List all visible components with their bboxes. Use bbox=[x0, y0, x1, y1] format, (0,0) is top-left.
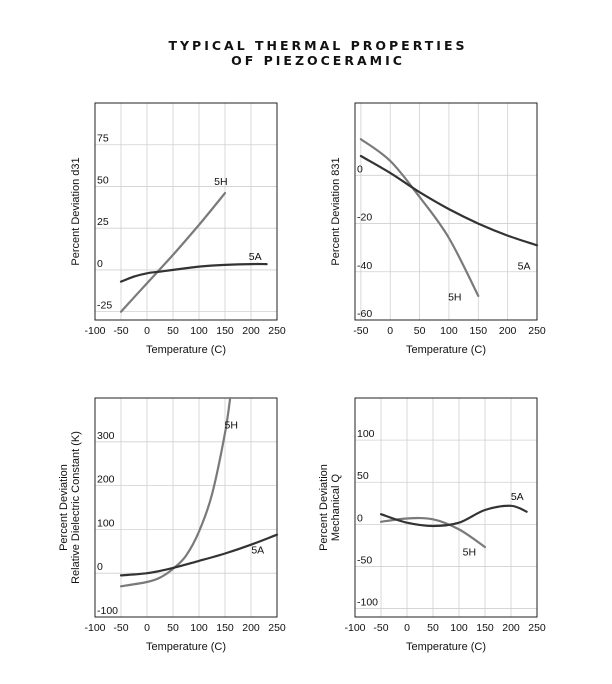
series-label-5H: 5H bbox=[448, 292, 461, 304]
series-line-5A bbox=[119, 533, 279, 577]
x-tick-label: 250 bbox=[268, 325, 286, 337]
x-tick-label: 100 bbox=[440, 325, 458, 337]
chart-4: -100 -50 0 50 100 -100 -50 0 50 100 150 200 250 Tempe… bbox=[318, 397, 546, 653]
y-tick-label: -50 bbox=[357, 554, 372, 566]
plot-frame bbox=[354, 397, 538, 618]
series-line-5A bbox=[379, 504, 528, 528]
x-axis-label: Temperature (C) bbox=[146, 344, 226, 356]
series-line-5H bbox=[119, 192, 227, 313]
x-tick-label: 0 bbox=[144, 325, 150, 337]
y-tick-label: 25 bbox=[97, 216, 109, 228]
y-axis-label: Percent Deviation bbox=[318, 464, 330, 551]
title-line-2: OF PIEZOCERAMIC bbox=[231, 53, 405, 68]
x-tick-label: -100 bbox=[84, 325, 105, 337]
y-tick-label: 50 bbox=[97, 174, 109, 186]
x-tick-label: 150 bbox=[470, 325, 488, 337]
y-tick-label: 100 bbox=[357, 428, 375, 440]
x-tick-label: 200 bbox=[499, 325, 517, 337]
y-axis-label: Mechanical Q bbox=[330, 473, 342, 541]
series-label-5A: 5A bbox=[251, 544, 264, 556]
series-label-5A: 5A bbox=[518, 260, 531, 272]
x-tick-label: -50 bbox=[353, 325, 368, 337]
x-tick-label: 250 bbox=[268, 622, 286, 634]
x-axis-label: Temperature (C) bbox=[146, 641, 226, 653]
series-label-5H: 5H bbox=[463, 547, 476, 559]
y-tick-label: -60 bbox=[357, 308, 372, 320]
series-line-5H bbox=[119, 396, 232, 588]
x-tick-label: -50 bbox=[113, 622, 128, 634]
x-tick-label: -50 bbox=[113, 325, 128, 337]
plot-frame bbox=[354, 102, 538, 321]
y-tick-label: 50 bbox=[357, 470, 369, 482]
x-tick-label: 100 bbox=[190, 622, 208, 634]
y-tick-label: 100 bbox=[97, 517, 115, 529]
y-tick-label: -100 bbox=[357, 597, 378, 609]
x-tick-label: 150 bbox=[476, 622, 494, 634]
y-tick-label: 0 bbox=[97, 561, 103, 573]
y-tick-label: -20 bbox=[357, 212, 372, 224]
x-tick-label: 250 bbox=[528, 325, 546, 337]
y-axis-label: Relative Dielectric Constant (K) bbox=[70, 431, 82, 584]
x-tick-label: -100 bbox=[344, 622, 365, 634]
x-tick-label: 100 bbox=[450, 622, 468, 634]
chart-1: -25 0 25 50 75 -100 -50 0 50 100 150 200 250 Temperat… bbox=[70, 102, 286, 356]
title-line-1: TYPICAL THERMAL PROPERTIES bbox=[168, 38, 468, 53]
x-tick-label: 50 bbox=[427, 622, 439, 634]
x-tick-label: 150 bbox=[216, 622, 234, 634]
y-tick-label: -25 bbox=[97, 300, 112, 312]
y-tick-label: -100 bbox=[97, 605, 118, 617]
x-tick-label: 50 bbox=[414, 325, 426, 337]
x-axis-label: Temperature (C) bbox=[406, 641, 486, 653]
x-tick-label: 50 bbox=[167, 325, 179, 337]
plot-frame bbox=[94, 102, 278, 321]
x-tick-label: 200 bbox=[242, 325, 260, 337]
x-tick-label: 100 bbox=[190, 325, 208, 337]
chart-3: -100 0 100 200 300 -100 -50 0 50 100 150 200 250 Temp… bbox=[58, 396, 286, 653]
plot-frame bbox=[94, 397, 278, 618]
y-tick-label: 75 bbox=[97, 133, 109, 145]
y-axis-label: Percent Deviation 831 bbox=[330, 157, 342, 265]
series-line-5A bbox=[359, 154, 539, 247]
y-tick-label: 0 bbox=[357, 163, 363, 175]
x-tick-label: 250 bbox=[528, 622, 546, 634]
x-tick-label: 50 bbox=[167, 622, 179, 634]
y-tick-label: 0 bbox=[97, 258, 103, 270]
series-label-5A: 5A bbox=[249, 251, 262, 263]
y-tick-label: 200 bbox=[97, 474, 115, 486]
series-label-5H: 5H bbox=[225, 420, 238, 432]
x-axis-label: Temperature (C) bbox=[406, 344, 486, 356]
y-tick-label: -40 bbox=[357, 260, 372, 272]
y-tick-label: 0 bbox=[357, 512, 363, 524]
x-tick-label: 0 bbox=[387, 325, 393, 337]
x-tick-label: 150 bbox=[216, 325, 234, 337]
series-line-5H bbox=[359, 138, 480, 297]
series-label-5A: 5A bbox=[511, 491, 524, 503]
x-tick-label: 0 bbox=[144, 622, 150, 634]
x-tick-label: -100 bbox=[84, 622, 105, 634]
series-label-5H: 5H bbox=[214, 176, 227, 188]
x-tick-label: 0 bbox=[404, 622, 410, 634]
x-tick-label: 200 bbox=[242, 622, 260, 634]
series-line-5A bbox=[119, 262, 268, 283]
y-axis-label: Percent Deviation bbox=[58, 464, 70, 551]
y-tick-label: 300 bbox=[97, 430, 115, 442]
y-axis-label: Percent Deviation d31 bbox=[70, 157, 82, 265]
chart-2: -60 -40 -20 0 -50 0 50 100 150 200 250 Temperature … bbox=[330, 102, 546, 356]
figure-title: TYPICAL THERMAL PROPERTIES OF PIEZOCERAM… bbox=[0, 38, 612, 68]
x-tick-label: 200 bbox=[502, 622, 520, 634]
x-tick-label: -50 bbox=[373, 622, 388, 634]
